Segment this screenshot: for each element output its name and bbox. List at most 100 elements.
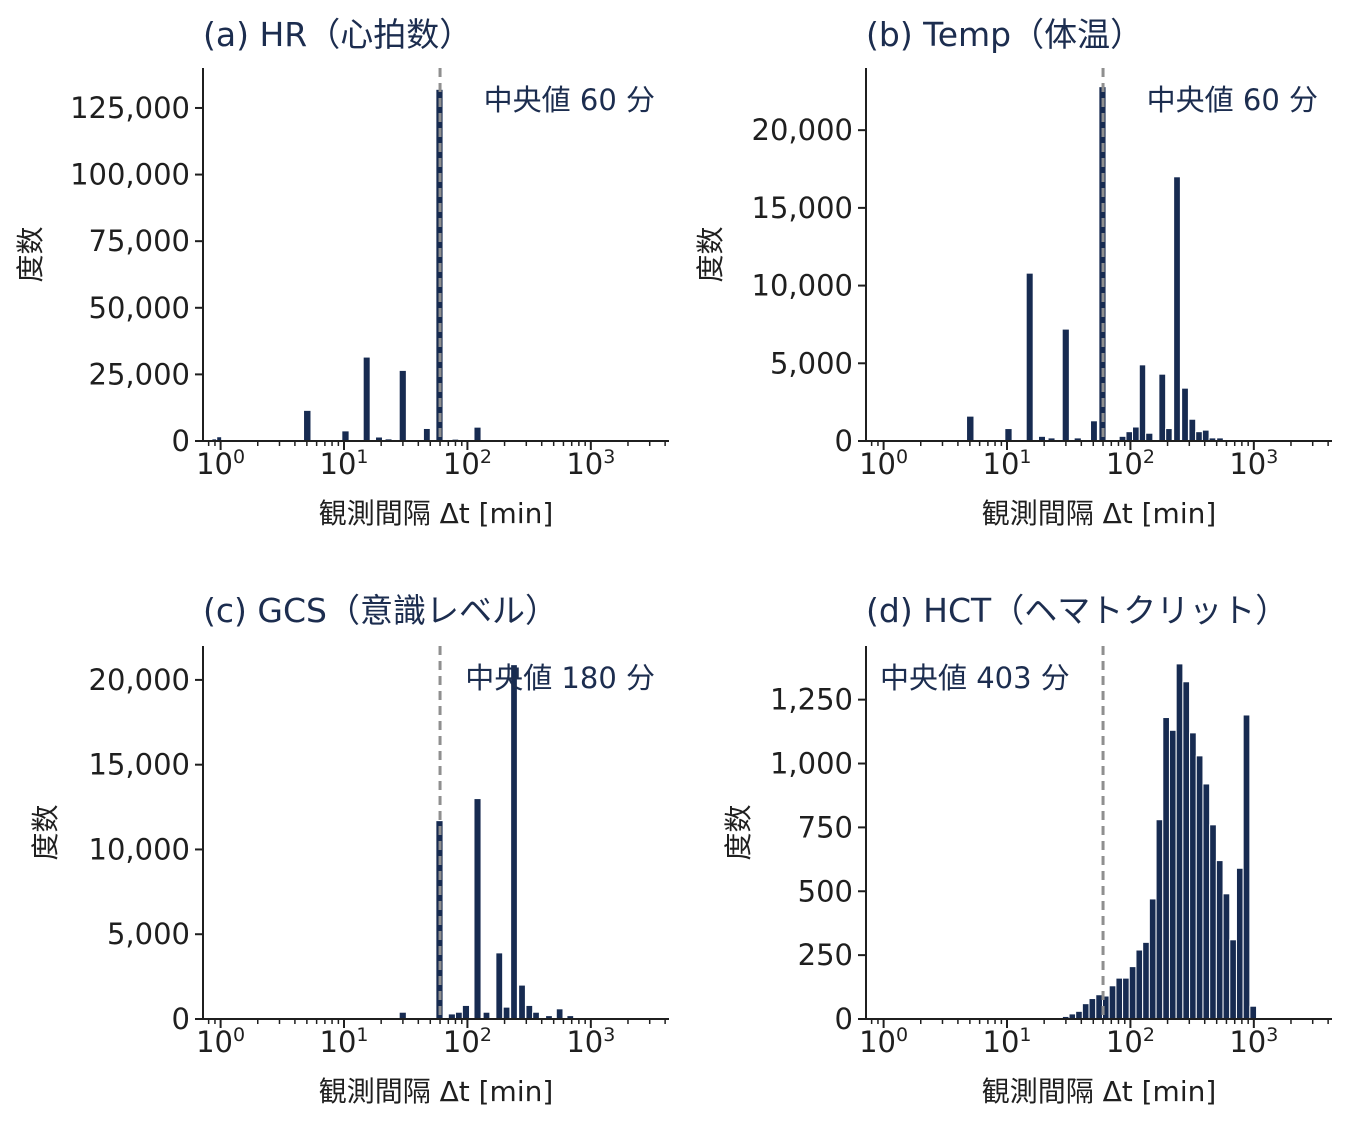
panel-b-bar-0 [966, 415, 975, 442]
panel-c-y-label: 度数 [29, 804, 62, 860]
panel-c-bar-5 [473, 798, 482, 1020]
panel-c-median-label: 中央値 180 分 [465, 661, 655, 695]
panel-d-bar-8 [1115, 977, 1124, 1020]
panel-a-y-label: 度数 [14, 226, 47, 282]
panel-d-ytick-label-3: 750 [798, 810, 853, 844]
panel-c-ytick-label-3: 15,000 [89, 748, 190, 782]
panel-c-bar-0 [398, 1011, 407, 1020]
panel-a-ytick-label-2: 50,000 [89, 291, 190, 325]
panel-c-title: (c) GCS（意識レベル） [203, 591, 558, 630]
panel-d-ytick-label-0: 0 [835, 1002, 853, 1036]
panel-b-bar-12 [1138, 364, 1147, 442]
panel-d-x-label: 観測間隔 Δt [min] [982, 1075, 1217, 1108]
panel-c-ytick-label-1: 5,000 [107, 917, 190, 951]
panel-d-bar-27 [1242, 714, 1251, 1020]
panel-d-title: (d) HCT（ヘマトクリット） [866, 591, 1288, 630]
panel-b-x-label: 観測間隔 Δt [min] [982, 497, 1217, 530]
panel-c-bar-6 [482, 1011, 491, 1020]
panel-a-xtick-label-1: 101 [320, 446, 369, 481]
panel-a-ytick-label-4: 100,000 [70, 158, 190, 192]
panel-b-bar-20 [1201, 429, 1210, 442]
panel-a-bar-2 [303, 409, 312, 442]
panel-b-bar-13 [1145, 432, 1154, 442]
panel-d-bar-21 [1202, 783, 1211, 1020]
panel-b-title: (b) Temp（体温） [866, 15, 1143, 54]
panel-b-ytick-label-1: 5,000 [770, 346, 853, 380]
panel-d-xtick-label-2: 102 [1106, 1024, 1155, 1059]
panel-d-bar-3 [1081, 1003, 1090, 1020]
panel-c-xtick-label-2: 102 [443, 1024, 492, 1059]
panel-b-median-label: 中央値 60 分 [1147, 83, 1318, 117]
panel-a-ytick-label-0: 0 [172, 424, 190, 458]
panel-b-bar-19 [1195, 431, 1203, 442]
panel-c-ytick-label-4: 20,000 [89, 663, 190, 697]
panel-a-ytick-label-1: 25,000 [89, 357, 190, 391]
panel-b-xtick-label-1: 101 [983, 446, 1032, 481]
panel-c-xtick-label-1: 101 [320, 1024, 369, 1059]
panel-c-xtick-label-0: 100 [196, 1024, 245, 1059]
panel-c-bar-12 [532, 1011, 540, 1020]
panel-c-ytick-label-2: 10,000 [89, 832, 190, 866]
panel-c-bar-9 [510, 664, 518, 1020]
panel-d-bar-20 [1195, 755, 1204, 1020]
panel-d-bar-17 [1175, 663, 1184, 1020]
panel-d-group: (d) HCT（ヘマトクリット） 中央値 403 分 0 250 500 750 1,000… [722, 591, 1332, 1108]
panel-b-xtick-label-2: 102 [1106, 446, 1155, 481]
panel-c-bar-14 [555, 1008, 564, 1020]
panel-a-bar-12 [473, 426, 482, 442]
panel-d-bar-10 [1128, 966, 1137, 1020]
panel-d-bar-9 [1122, 977, 1130, 1020]
panel-a-bar-4 [341, 430, 350, 442]
panel-c-xtick-label-3: 103 [566, 1024, 615, 1059]
panel-c-bar-10 [518, 984, 526, 1020]
panel-d-bar-25 [1229, 939, 1237, 1020]
panel-b-bar-17 [1181, 387, 1189, 442]
panel-b-ytick-label-0: 0 [835, 424, 853, 458]
panel-d-xtick-label-1: 101 [983, 1024, 1032, 1059]
panel-d-bar-24 [1222, 893, 1231, 1020]
panel-c-group: (c) GCS（意識レベル） 中央値 180 分 0 5,000 10,000 15,00… [29, 591, 669, 1108]
panel-a-group: (a) HR（心拍数） 中央値 60 分 0 25,000 50,000 75,000 10… [14, 15, 669, 530]
panel-d-bar-22 [1209, 824, 1217, 1020]
panel-a-median-label: 中央値 60 分 [484, 83, 655, 117]
panel-d-xtick-label-3: 103 [1229, 1024, 1278, 1059]
panel-b-ytick-label-2: 10,000 [752, 269, 853, 303]
panel-d-bar-18 [1182, 681, 1191, 1020]
panel-b-bar-10 [1125, 431, 1134, 442]
panel-b-bar-11 [1132, 426, 1140, 442]
panel-a-title: (a) HR（心拍数） [203, 15, 472, 54]
panel-a-ytick-label-5: 125,000 [70, 91, 190, 125]
panel-d-bar-23 [1215, 860, 1224, 1020]
panel-a-ytick-label-3: 75,000 [89, 224, 190, 258]
panel-a-xtick-label-0: 100 [196, 446, 245, 481]
panel-c-bar-4 [461, 1004, 471, 1020]
panel-c-ytick-label-0: 0 [172, 1002, 190, 1036]
panel-b-group: (b) Temp（体温）中央値 60 分 0 5,000 10,000 15,000 20… [694, 15, 1332, 530]
panel-b-bar-5 [1061, 328, 1070, 442]
panel-a-bar-9 [422, 427, 431, 442]
panel-a-xtick-label-2: 102 [443, 446, 492, 481]
panel-d-ytick-label-1: 250 [798, 938, 853, 972]
panel-b-bar-14 [1158, 373, 1167, 442]
panel-a-xtick-label-3: 103 [566, 446, 615, 481]
panel-d-bar-4 [1088, 998, 1097, 1020]
panel-b-ytick-label-3: 15,000 [752, 191, 853, 225]
panel-b-bar-2 [1025, 272, 1034, 442]
panel-a-bar-5 [362, 356, 371, 442]
panel-d-median-label: 中央値 403 分 [880, 661, 1070, 695]
panel-b-bar-1 [1004, 428, 1013, 442]
panel-b-bar-18 [1188, 418, 1197, 442]
panel-d-bar-11 [1135, 949, 1144, 1020]
panel-c-bar-11 [525, 1004, 534, 1020]
panel-d-bar-26 [1235, 867, 1244, 1020]
panel-c-x-label: 観測間隔 Δt [min] [319, 1075, 554, 1108]
panel-d-ytick-label-4: 1,000 [770, 747, 853, 781]
panel-d-bar-16 [1168, 729, 1177, 1020]
panel-a-x-label: 観測間隔 Δt [min] [319, 497, 554, 530]
panel-d-ytick-label-2: 500 [798, 874, 853, 908]
panel-d-bar-15 [1162, 717, 1170, 1020]
panel-a-bar-8 [398, 369, 407, 442]
panel-b-bar-15 [1165, 428, 1173, 442]
panel-c-bar-3 [454, 1011, 463, 1020]
